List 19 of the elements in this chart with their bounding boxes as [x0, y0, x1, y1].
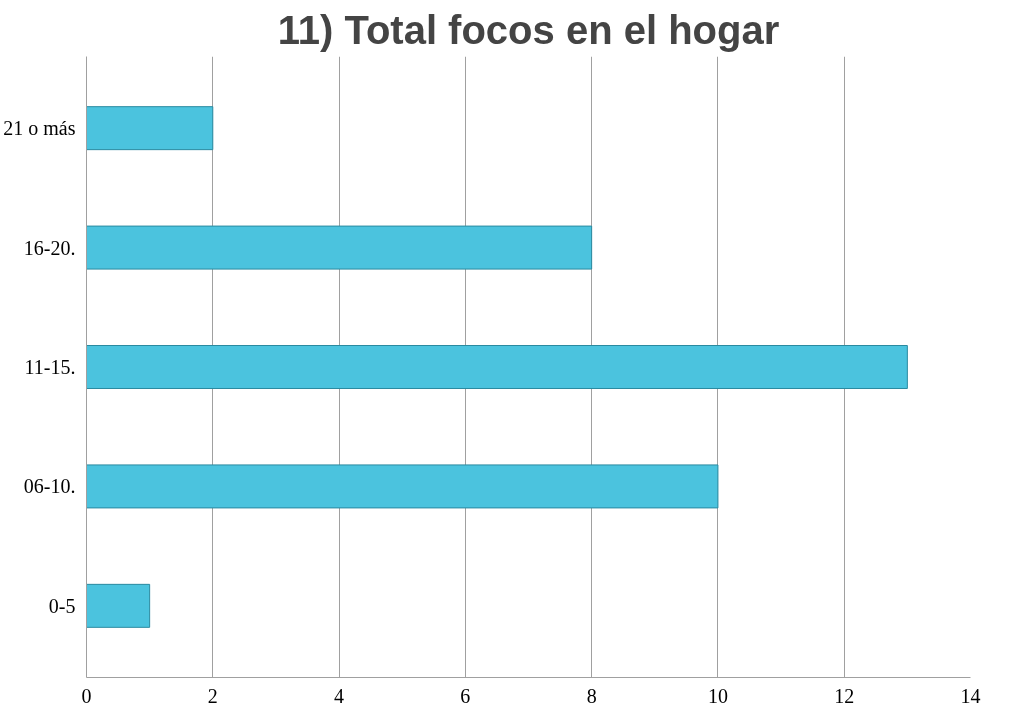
bar [86, 464, 719, 509]
x-tick-label: 8 [586, 684, 597, 707]
x-tick-label: 0 [81, 684, 92, 707]
y-tick-label: 16-20. [23, 236, 76, 259]
y-tick-label: 11-15. [24, 356, 76, 378]
x-tick-label: 2 [207, 684, 218, 707]
bar [86, 583, 151, 628]
bar [86, 345, 908, 389]
bar [86, 106, 214, 151]
x-tick-label: 4 [334, 684, 345, 707]
chart-title: 11) Total focos en el hogar [277, 7, 780, 52]
y-tick-label: 0-5 [48, 594, 76, 617]
x-tick-label: 6 [460, 684, 471, 707]
x-tick-label: 14 [960, 684, 981, 707]
bar [86, 225, 593, 270]
y-tick-label: 21 o más [3, 117, 76, 140]
x-tick-label: 12 [834, 684, 855, 707]
x-tick-label: 10 [707, 684, 728, 707]
y-tick-label: 06-10. [23, 475, 76, 498]
